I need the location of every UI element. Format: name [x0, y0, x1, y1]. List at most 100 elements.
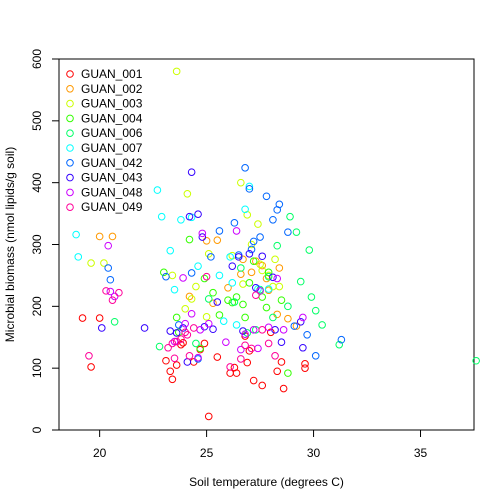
data-point [196, 344, 204, 353]
data-point [202, 272, 211, 281]
data-points [72, 67, 480, 421]
data-point [239, 255, 247, 264]
data-point [273, 241, 281, 250]
data-point [183, 330, 192, 339]
data-point [172, 361, 181, 369]
data-point [279, 326, 288, 334]
data-point [335, 340, 344, 349]
data-point [264, 272, 273, 281]
legend-label: GUAN_043 [81, 171, 143, 185]
data-point [168, 375, 177, 384]
data-point [262, 303, 271, 312]
data-point [187, 309, 196, 318]
data-point [177, 215, 185, 224]
data-point [239, 280, 247, 288]
data-point [305, 246, 314, 254]
data-point [200, 274, 209, 283]
data-point [258, 326, 267, 334]
legend-marker [66, 114, 74, 123]
data-point [189, 324, 198, 332]
data-point [311, 306, 320, 315]
data-point [277, 296, 286, 304]
data-point [185, 292, 194, 301]
legend-label: GUAN_007 [81, 141, 143, 155]
data-point [198, 233, 207, 241]
data-point [232, 369, 241, 377]
legend-marker [66, 144, 74, 152]
data-point [213, 298, 222, 306]
data-point [213, 353, 222, 361]
data-point [192, 282, 200, 291]
data-point [181, 305, 190, 313]
data-point [247, 268, 256, 277]
data-point [170, 354, 179, 363]
data-point [284, 314, 292, 323]
data-point [181, 319, 190, 328]
data-point [215, 271, 224, 280]
data-point [215, 227, 224, 235]
data-point [87, 363, 95, 371]
data-point [194, 353, 202, 362]
data-point [95, 232, 104, 241]
legend-item: GUAN_048 [66, 185, 143, 199]
data-point [179, 324, 187, 332]
data-point [264, 285, 273, 293]
x-tick-label: 20 [93, 446, 107, 460]
legend-label: GUAN_006 [81, 126, 143, 140]
data-point [209, 288, 217, 297]
data-point [254, 344, 262, 353]
legend-item: GUAN_003 [66, 97, 143, 111]
legend-label: GUAN_042 [81, 156, 143, 170]
data-point [183, 189, 192, 198]
data-point [234, 253, 243, 261]
data-point [258, 266, 267, 275]
data-point [245, 182, 254, 191]
data-point [72, 230, 80, 239]
data-point [296, 277, 305, 286]
series-guan-004 [160, 235, 292, 377]
data-point [198, 229, 207, 238]
legend-marker [66, 159, 74, 167]
series-guan-002 [95, 232, 301, 330]
data-point [286, 212, 294, 221]
data-point [262, 192, 271, 201]
data-point [241, 330, 249, 338]
data-point [187, 269, 196, 277]
data-point [258, 293, 267, 301]
legend-marker [66, 203, 74, 211]
data-point [160, 268, 168, 277]
y-tick-label: 600 [30, 49, 44, 69]
data-point [292, 322, 301, 330]
data-point [243, 358, 252, 367]
data-point [269, 215, 277, 224]
data-point [168, 271, 177, 280]
data-point [241, 164, 249, 172]
data-point [258, 252, 267, 261]
legend-label: GUAN_001 [81, 67, 143, 81]
data-point [95, 314, 104, 322]
data-point [277, 358, 286, 366]
data-point [232, 227, 241, 235]
data-point [162, 272, 170, 281]
data-point [166, 367, 175, 376]
legend-item: GUAN_049 [66, 200, 143, 214]
data-point [247, 245, 256, 254]
data-point [241, 313, 249, 322]
data-point [172, 67, 181, 76]
data-point [207, 253, 215, 261]
data-point [230, 298, 239, 306]
data-point [290, 322, 299, 330]
data-point [106, 287, 115, 296]
data-point [284, 302, 292, 311]
data-point [74, 253, 83, 261]
data-point [245, 249, 254, 258]
data-point [166, 246, 175, 255]
data-point [247, 344, 256, 353]
data-point [239, 300, 247, 309]
data-point [170, 285, 179, 294]
legend: GUAN_001GUAN_002GUAN_003GUAN_004GUAN_006… [66, 67, 143, 214]
data-point [164, 343, 172, 352]
legend-marker [66, 129, 74, 137]
x-axis-label: Soil temperature (degrees C) [189, 475, 344, 489]
legend-label: GUAN_003 [81, 97, 143, 111]
